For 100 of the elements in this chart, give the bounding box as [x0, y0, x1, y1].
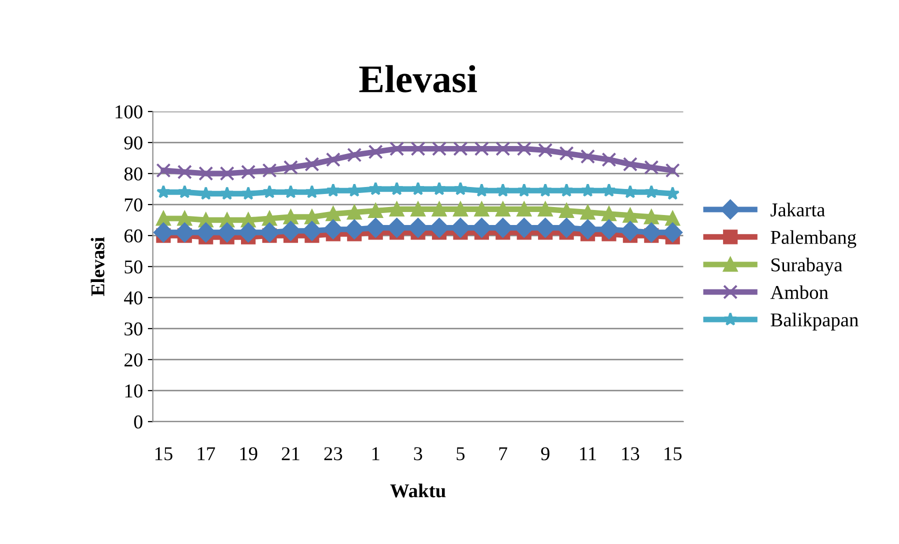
y-tick-label: 70 — [124, 198, 142, 212]
point — [559, 146, 574, 161]
point — [284, 184, 298, 198]
x-tick-label: 19 — [240, 447, 258, 460]
legend-label: Ambon — [770, 285, 828, 300]
point — [326, 152, 340, 167]
point — [304, 184, 319, 198]
x-axis-title: Waktu — [390, 484, 446, 498]
point — [283, 160, 298, 175]
point — [347, 205, 362, 220]
point — [304, 156, 320, 172]
point — [559, 203, 574, 218]
point — [580, 183, 595, 197]
point — [198, 166, 214, 181]
point — [390, 182, 404, 196]
y-tick-label: 10 — [125, 384, 142, 398]
point — [410, 141, 426, 156]
point — [368, 144, 383, 160]
point — [622, 156, 638, 172]
point — [453, 182, 468, 196]
y-tick-label: 30 — [124, 322, 142, 336]
point — [538, 183, 552, 197]
x-tick-label: 9 — [541, 447, 550, 460]
point — [368, 182, 383, 196]
point — [260, 222, 280, 242]
point — [390, 202, 404, 216]
point — [262, 184, 277, 198]
x-tick-label: 7 — [499, 447, 508, 460]
point — [390, 141, 404, 156]
point — [602, 206, 616, 222]
y-tick-label: 40 — [124, 291, 142, 305]
point — [496, 183, 510, 197]
x-tick-label: 15 — [664, 447, 682, 460]
point — [453, 141, 468, 156]
y-axis-title: Elevasi — [90, 237, 104, 296]
point — [602, 152, 616, 167]
point — [665, 211, 680, 226]
x-tick-label: 17 — [198, 447, 216, 460]
y-tick-label: 20 — [124, 353, 142, 367]
y-tick-label: 80 — [124, 167, 142, 180]
legend-label: Balikpapan — [770, 312, 858, 330]
point — [326, 183, 340, 197]
point — [262, 163, 277, 178]
point — [665, 163, 680, 178]
point — [474, 202, 489, 216]
point — [154, 222, 174, 242]
point — [326, 206, 340, 222]
point — [517, 183, 532, 197]
point — [580, 205, 596, 220]
point — [432, 141, 447, 156]
point — [516, 202, 532, 216]
point — [411, 182, 426, 196]
point — [410, 202, 426, 216]
point — [496, 141, 510, 156]
x-tick-label: 1 — [372, 447, 380, 460]
x-tick-label: 13 — [622, 447, 640, 460]
point — [432, 182, 446, 196]
x-tick-label: 11 — [580, 447, 596, 460]
point — [474, 141, 489, 156]
legend-label: Surabaya — [772, 258, 842, 276]
point — [177, 164, 192, 180]
point — [156, 184, 170, 198]
point — [283, 210, 298, 224]
point — [580, 149, 596, 164]
point — [516, 141, 532, 156]
point — [620, 221, 640, 241]
y-tick-label: 60 — [124, 229, 142, 242]
point — [156, 211, 171, 226]
x-tick-label: 15 — [155, 447, 172, 460]
x-tick-label: 21 — [282, 447, 300, 460]
point — [644, 210, 659, 224]
point — [538, 142, 553, 158]
point — [347, 148, 362, 162]
point — [262, 211, 277, 226]
point — [220, 186, 234, 200]
point — [666, 186, 680, 200]
y-tick-label: 100 — [116, 105, 142, 118]
point — [644, 184, 658, 198]
point — [644, 160, 659, 175]
legend-label: Jakarta — [770, 202, 825, 216]
point — [304, 210, 320, 224]
point — [302, 221, 322, 241]
point — [177, 211, 192, 226]
y-tick-label: 90 — [124, 136, 142, 150]
point — [496, 202, 510, 216]
legend-label: Palembang — [770, 230, 856, 248]
x-tick-label: 23 — [324, 447, 342, 460]
point — [560, 183, 574, 197]
point — [344, 219, 364, 240]
point — [432, 202, 447, 216]
y-tick-label: 0 — [134, 415, 142, 429]
chart-title: Elevasi — [359, 65, 477, 92]
x-tick-label: 3 — [414, 447, 422, 460]
point — [602, 183, 616, 197]
y-tick-label: 50 — [124, 260, 142, 274]
point — [220, 166, 234, 181]
point — [156, 163, 171, 178]
point — [178, 184, 192, 198]
point — [538, 202, 553, 216]
x-tick-label: 5 — [456, 447, 465, 460]
